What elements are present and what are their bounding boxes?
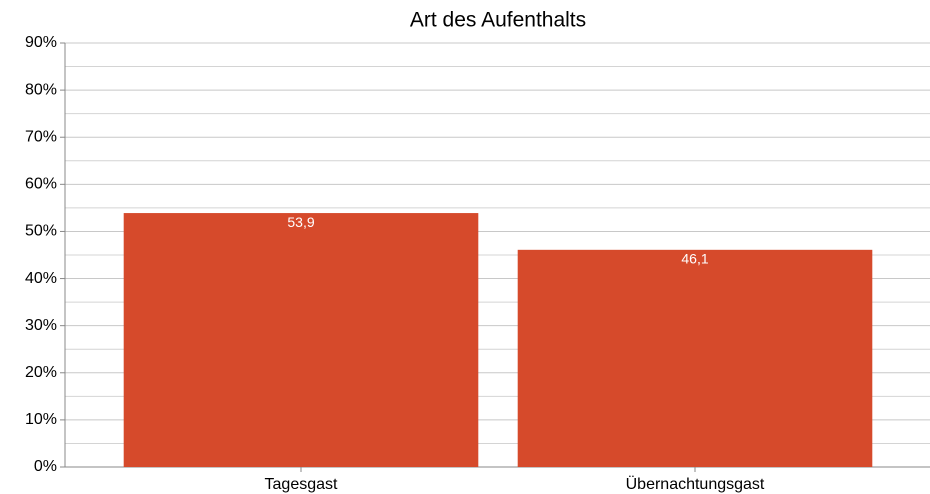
y-tick-label: 40%	[25, 270, 57, 287]
data-label: 53,9	[287, 214, 314, 230]
y-tick-label: 10%	[25, 411, 57, 428]
bar	[123, 213, 479, 467]
chart-title: Art des Aufenthalts	[410, 9, 586, 32]
y-tick-label: 20%	[25, 364, 57, 381]
y-tick-label: 90%	[25, 34, 57, 51]
y-tick-label: 30%	[25, 317, 57, 334]
y-tick-label: 0%	[34, 458, 57, 475]
x-tick-label: Übernachtungsgast	[626, 475, 765, 493]
y-tick-label: 60%	[25, 176, 57, 193]
y-tick-label: 70%	[25, 128, 57, 145]
y-tick-label: 80%	[25, 81, 57, 98]
y-tick-label: 50%	[25, 223, 57, 240]
bar	[517, 249, 873, 467]
x-tick-label: Tagesgast	[265, 476, 338, 493]
data-label: 46,1	[681, 251, 708, 267]
